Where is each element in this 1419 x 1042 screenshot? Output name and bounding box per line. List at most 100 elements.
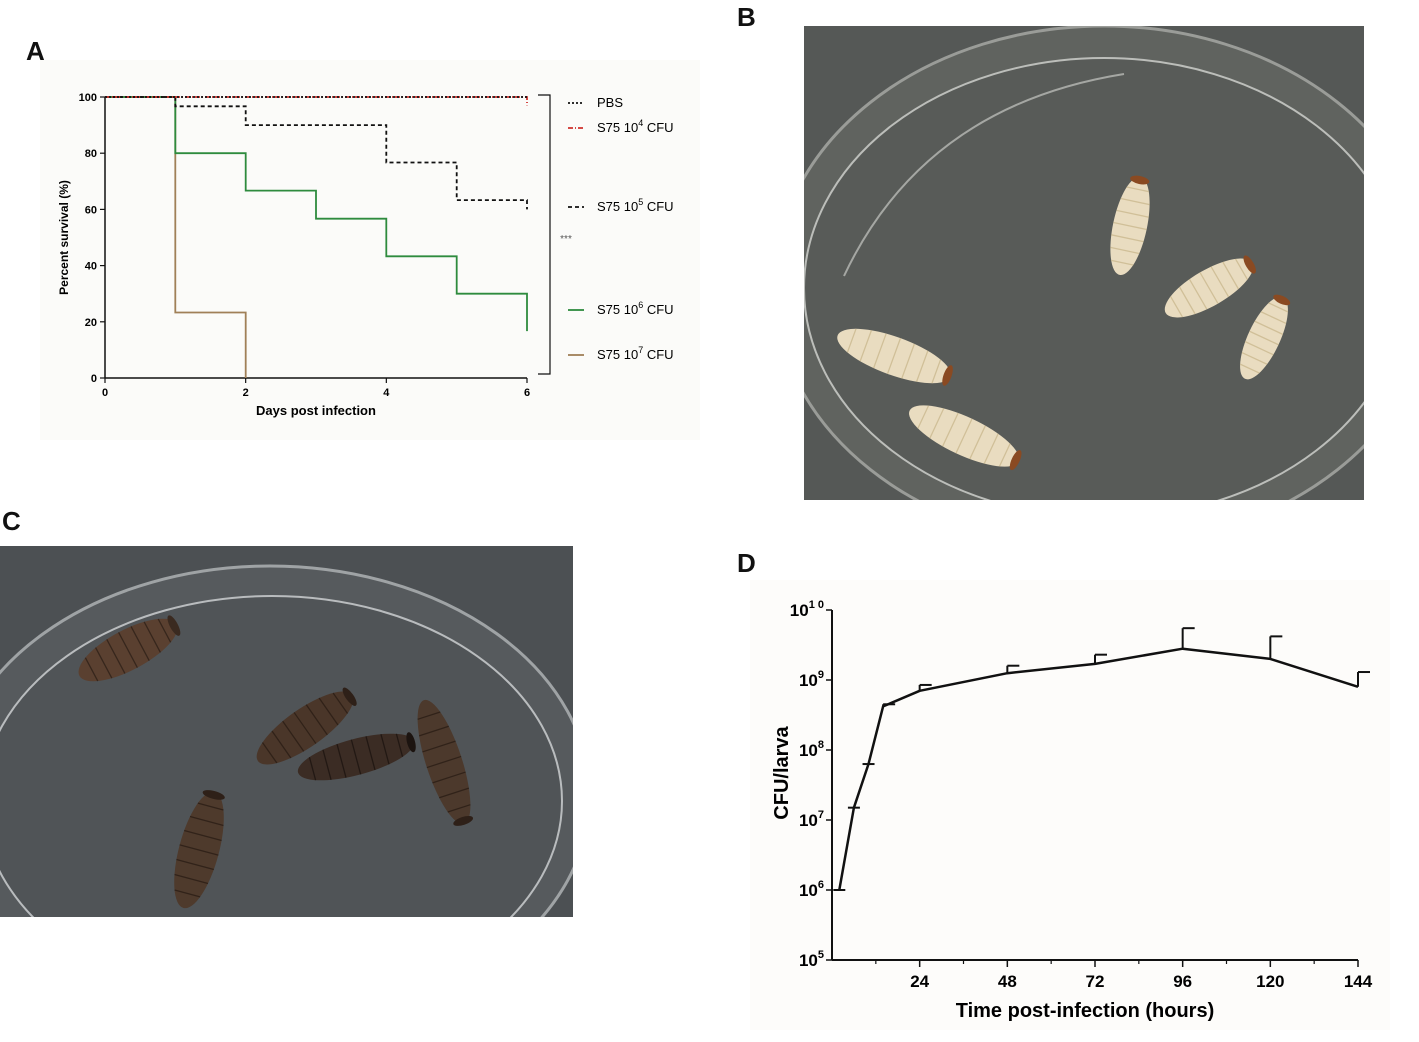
larva-segment	[873, 333, 887, 369]
y-tick-exponent: 6	[818, 879, 824, 891]
panel-label-c: C	[2, 506, 21, 536]
larva-head	[1009, 450, 1022, 471]
larva-head	[406, 732, 416, 753]
y-tick-base: 10	[799, 951, 818, 970]
larva-2	[1164, 255, 1256, 318]
legend-entry-2: S75 105 CFU	[597, 197, 674, 214]
y-axis-label: Percent survival (%)	[57, 180, 71, 295]
larva-segment	[931, 359, 942, 384]
larva-segment	[332, 692, 349, 714]
legend-exponent: 5	[638, 197, 643, 207]
legend-exponent: 7	[638, 345, 643, 355]
y-tick-label: 101 0	[790, 599, 824, 620]
larva-segment	[1199, 272, 1219, 304]
y-tick-base: 10	[799, 741, 818, 760]
legend-exponent: 4	[638, 118, 643, 128]
larva-segment	[336, 743, 347, 778]
panel-label-a: A	[26, 36, 45, 66]
larva-segment	[426, 755, 462, 769]
y-tick-base: 10	[790, 601, 809, 620]
larva-segment	[293, 712, 317, 744]
larva-3	[1239, 294, 1291, 380]
x-tick-label: 4	[383, 387, 390, 399]
legend-base: S75 10	[597, 120, 638, 135]
larva-head	[1243, 255, 1256, 274]
larva-segment	[998, 443, 1011, 467]
larva-segment	[1222, 261, 1240, 290]
larva-segment	[322, 749, 332, 780]
y-tick-exponent: 5	[818, 949, 824, 961]
y-tick-label: 107	[799, 809, 824, 830]
larva-head	[342, 687, 357, 706]
larva-segment	[318, 697, 339, 726]
larva-segment	[84, 657, 99, 682]
y-tick-exponent: 9	[818, 669, 824, 681]
legend-exponent: 6	[638, 300, 643, 310]
series-line-2	[105, 96, 528, 210]
larva-segment	[143, 621, 161, 653]
larva-segment	[308, 756, 317, 781]
legend-unit: CFU	[643, 120, 673, 135]
larva-segment	[157, 618, 172, 643]
x-tick-label: 96	[1173, 972, 1192, 991]
larva-segment	[1111, 259, 1134, 266]
larva-4	[837, 328, 953, 386]
larva-segment	[1241, 351, 1268, 365]
x-tick-label: 24	[910, 972, 929, 991]
y-tick-label: 40	[85, 261, 97, 273]
larva-segment	[955, 418, 973, 454]
legend-base: S75 10	[597, 199, 638, 214]
larva-segment	[929, 408, 945, 439]
panel-label-d: D	[737, 548, 756, 578]
larva-segment	[174, 873, 209, 885]
larva-segment	[305, 704, 328, 736]
x-axis-label: Time post-infection (hours)	[956, 1000, 1215, 1022]
larva-segment	[1126, 186, 1149, 193]
x-axis-label: Days post infection	[256, 403, 376, 418]
larva-segment	[350, 739, 362, 775]
larva-segment	[380, 734, 390, 765]
legend-base: S75 10	[597, 302, 638, 317]
legend-entry-0: PBS	[597, 95, 623, 110]
legend-entry-1: S75 104 CFU	[597, 118, 674, 135]
y-tick-base: 10	[799, 881, 818, 900]
larva-1	[1110, 175, 1150, 276]
survival-chart: 0 20 40 60 80 100 0 2 4 6 Days post infection Perce…	[40, 60, 700, 440]
larva-segment	[95, 647, 113, 679]
larva-segment	[184, 829, 222, 842]
y-tick-exponent: 1 0	[809, 599, 824, 611]
x-tick-label: 2	[243, 387, 249, 399]
legend-entry-3: S75 106 CFU	[597, 300, 674, 317]
y-tick-label: 105	[799, 949, 824, 970]
larva-segment	[432, 771, 466, 784]
y-axis-label: CFU/larva	[771, 725, 793, 819]
larva-segment	[174, 889, 201, 898]
larva-segment	[282, 720, 305, 752]
x-tick-label: 6	[524, 387, 530, 399]
larva-segment	[1249, 330, 1279, 346]
larva-segment	[1170, 296, 1184, 318]
y-tick-exponent: 7	[818, 809, 824, 821]
x-tick-label: 120	[1256, 972, 1284, 991]
y-tick-label: 108	[799, 739, 824, 760]
x-tick-label: 48	[998, 972, 1017, 991]
melanized-larvae-photo	[0, 546, 573, 917]
larva-segment	[1244, 341, 1274, 356]
petri-dish-base	[804, 57, 1364, 500]
larva-segment	[271, 730, 292, 759]
larva-segment	[942, 412, 959, 447]
significance-bracket	[538, 94, 551, 375]
larva-segment	[417, 711, 441, 720]
x-tick-label: 72	[1086, 972, 1105, 991]
larva-segment	[197, 802, 224, 811]
significance-label: ***	[560, 234, 572, 245]
larva-segment	[917, 405, 930, 429]
larva-segment	[179, 844, 219, 856]
larva-segment	[189, 815, 224, 827]
larva-segment	[1178, 286, 1196, 315]
larva-segment	[1116, 209, 1149, 218]
y-tick-label: 20	[85, 317, 97, 329]
legend-unit: CFU	[643, 199, 673, 214]
larva-segment	[886, 337, 902, 375]
